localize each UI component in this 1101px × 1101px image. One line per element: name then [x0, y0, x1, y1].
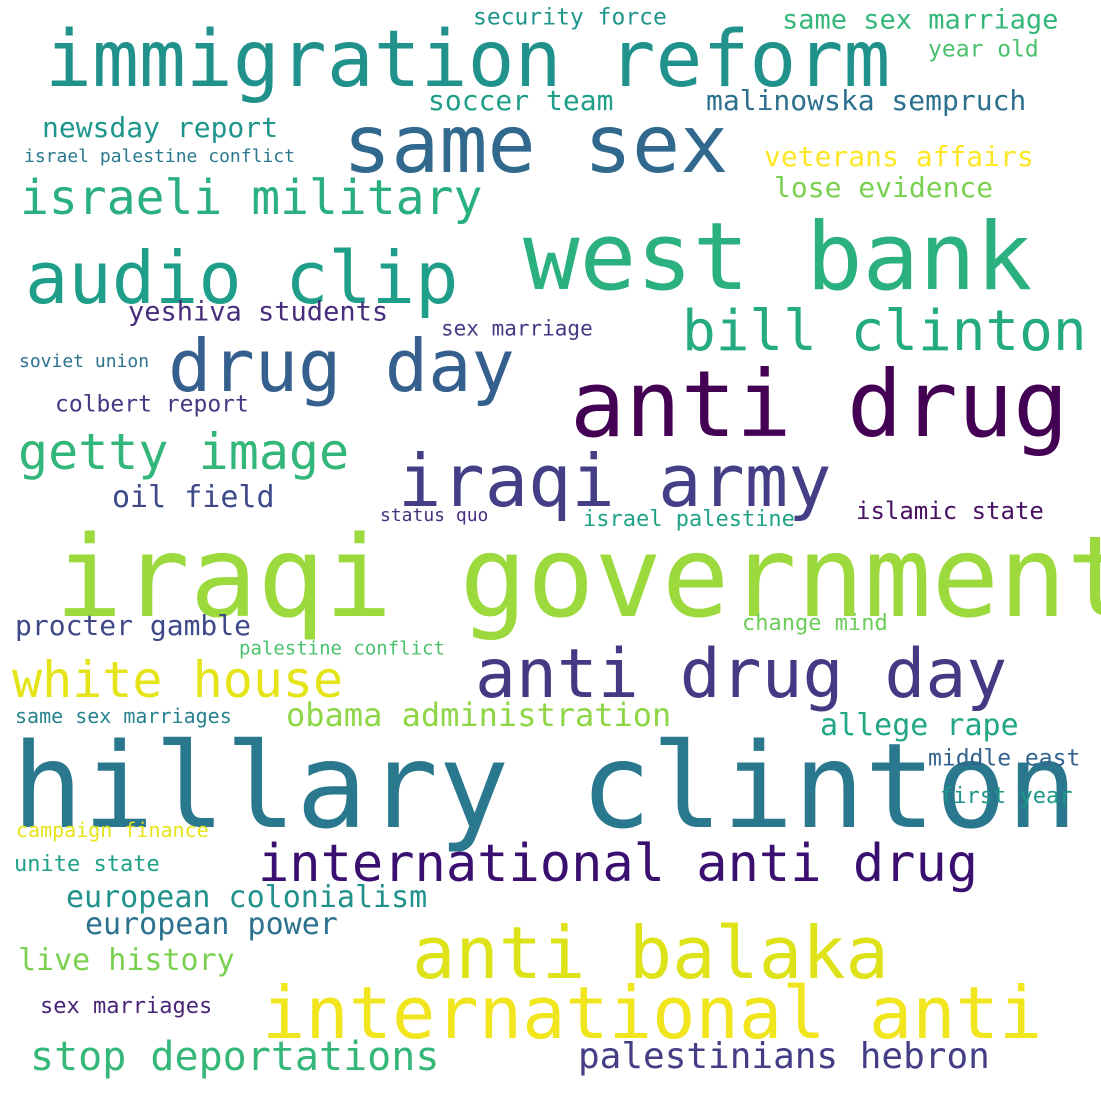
word-obama-administration: obama administration [286, 696, 672, 734]
word-live-history: live history [18, 943, 235, 978]
word-stop-deportations: stop deportations [30, 1034, 440, 1080]
word-israeli-military: israeli military [20, 170, 483, 226]
word-drug-day: drug day [168, 324, 515, 408]
word-campaign-finance: campaign finance [16, 818, 209, 842]
word-allege-rape: allege rape [820, 708, 1019, 743]
word-european-power: european power [85, 907, 338, 942]
word-change-mind: change mind [742, 611, 888, 636]
word-sex-marriages: sex marriages [40, 994, 213, 1019]
word-international-anti: international anti [262, 971, 1043, 1055]
word-security-force: security force [473, 4, 667, 31]
word-sex-marriage: sex marriage [441, 316, 593, 341]
word-veterans-affairs: veterans affairs [764, 140, 1034, 173]
word-same-sex-marriages: same sex marriages [15, 704, 232, 728]
word-israel-palestine: israel palestine [583, 507, 795, 532]
word-west-bank: west bank [523, 203, 1033, 312]
word-palestinians-hebron: palestinians hebron [578, 1036, 990, 1077]
word-soccer-team: soccer team [428, 84, 614, 117]
word-unite-state: unite state [14, 852, 160, 877]
word-first-year: first year [940, 784, 1073, 809]
word-anti-balaka: anti balaka [412, 911, 889, 995]
word-same-sex-marriage: same sex marriage [782, 4, 1059, 36]
word-bill-clinton: bill clinton [682, 299, 1087, 364]
word-middle-east: middle east [928, 745, 1081, 772]
word-immigration-reform: immigration reform [45, 15, 891, 105]
word-audio-clip: audio clip [25, 236, 459, 320]
word-israel-palestine-conflict: israel palestine conflict [24, 146, 295, 167]
word-yeshiva-students: yeshiva students [128, 296, 389, 328]
word-white-house: white house [12, 651, 344, 709]
word-lose-evidence: lose evidence [774, 171, 994, 204]
word-colbert-report: colbert report [55, 391, 249, 418]
word-islamic-state: islamic state [856, 497, 1044, 525]
word-soviet-union: soviet union [19, 351, 150, 372]
word-oil-field: oil field [112, 480, 275, 515]
word-same-sex: same sex [343, 98, 729, 191]
word-european-colonialism: european colonialism [66, 880, 428, 915]
word-getty-image: getty image [18, 423, 350, 481]
word-iraqi-government: iraqi government [55, 513, 1101, 643]
word-international-anti-drug: international anti drug [258, 834, 979, 894]
word-malinowska-sempruch: malinowska sempruch [706, 84, 1027, 117]
word-hillary-clinton: hillary clinton [12, 717, 1078, 855]
word-anti-drug: anti drug [570, 351, 1069, 458]
word-status-quo: status quo [380, 505, 489, 526]
word-procter-gamble: procter gamble [15, 609, 252, 642]
word-iraqi-army: iraqi army [398, 439, 832, 523]
word-year-old: year old [928, 36, 1039, 63]
word-anti-drug-day: anti drug day [475, 635, 1008, 714]
word-newsday-report: newsday report [42, 111, 279, 144]
word-palestine-conflict: palestine conflict [239, 637, 445, 660]
